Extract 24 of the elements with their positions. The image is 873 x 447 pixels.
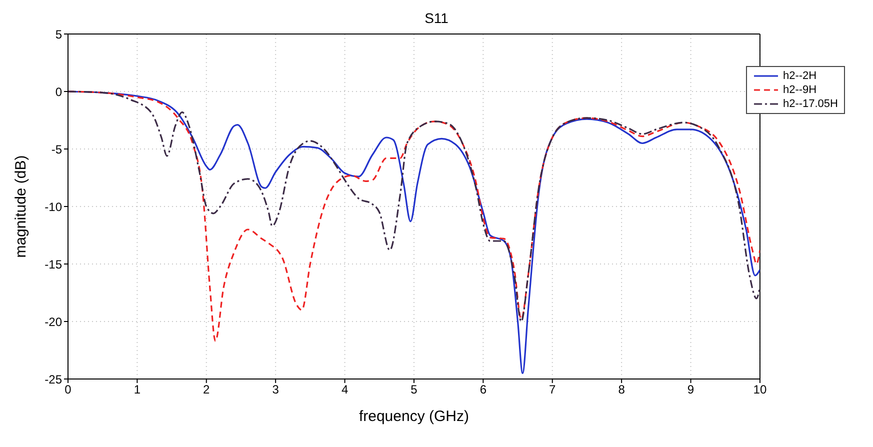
- legend-label: h2--17.05H: [782, 97, 838, 111]
- x-tick-label: 7: [549, 382, 556, 397]
- x-tick-label: 8: [618, 382, 626, 397]
- x-tick-label: 1: [134, 382, 141, 397]
- x-tick-label: 10: [753, 382, 767, 397]
- legend-label: h2--2H: [782, 69, 817, 83]
- x-tick-label: 2: [203, 382, 210, 397]
- y-tick-label: -15: [44, 257, 62, 272]
- x-tick-label: 6: [480, 382, 487, 397]
- y-tick-label: 5: [55, 27, 62, 42]
- y-tick-label: 0: [55, 84, 62, 99]
- x-tick-label: 4: [341, 382, 348, 397]
- x-tick-label: 5: [410, 382, 418, 397]
- y-tick-label: -20: [44, 314, 62, 329]
- y-tick-label: -10: [44, 200, 62, 214]
- y-tick-label: -5: [51, 142, 62, 156]
- x-tick-label: 0: [64, 382, 72, 397]
- x-axis-title: frequency (GHz): [358, 408, 469, 425]
- x-tick-label: 3: [272, 382, 280, 397]
- legend-label: h2--9H: [782, 83, 817, 97]
- chart-title: S11: [424, 9, 450, 28]
- y-tick-label: -25: [44, 372, 62, 386]
- x-tick-label: 9: [687, 382, 694, 397]
- y-axis-title: magnitude (dB): [12, 155, 30, 258]
